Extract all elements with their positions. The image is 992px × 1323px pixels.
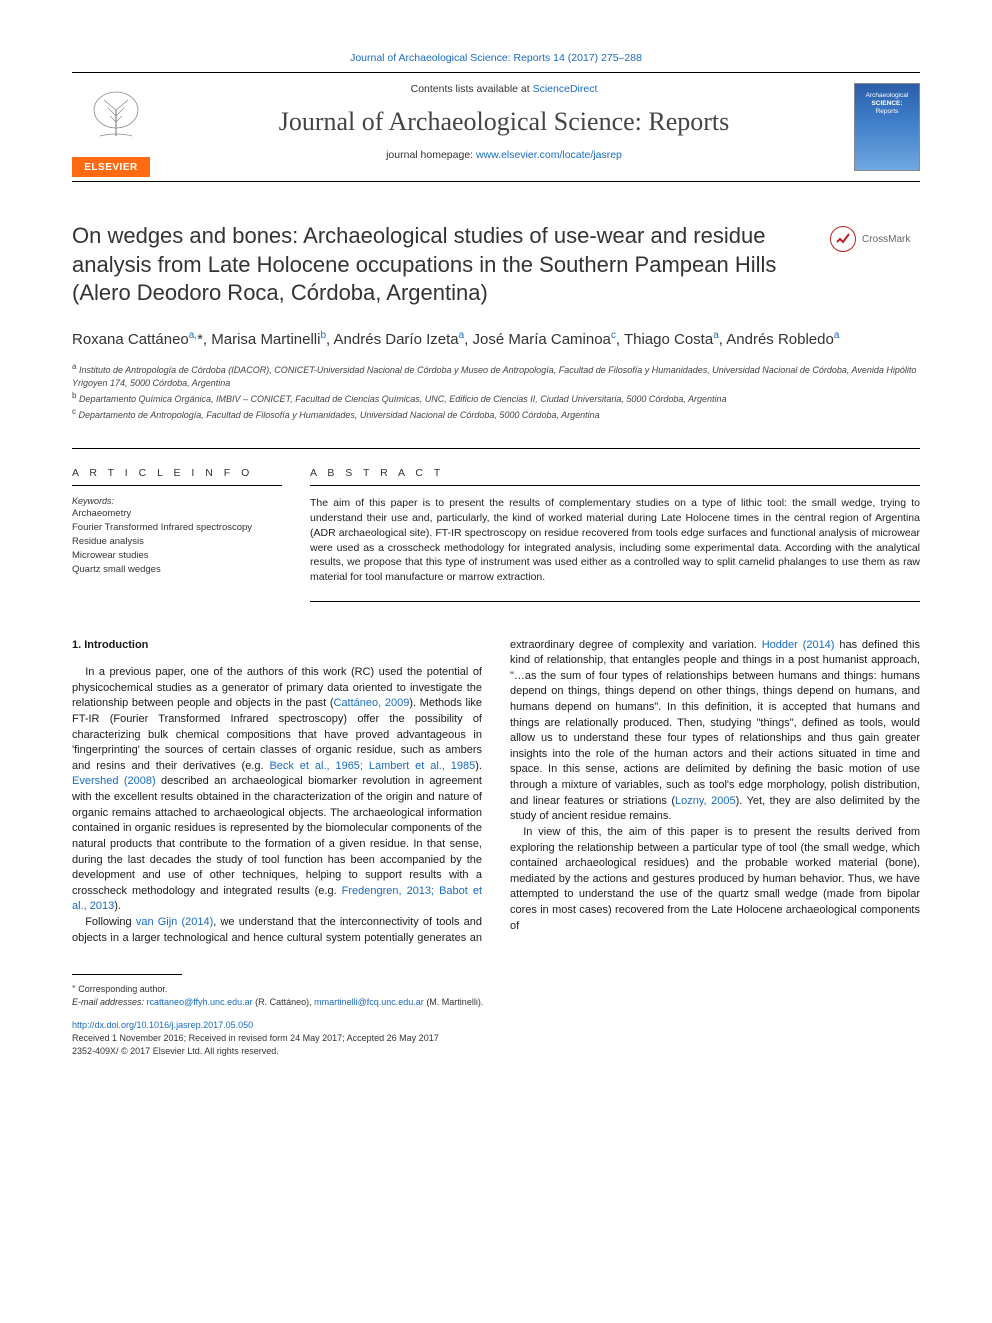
- article-info-column: A R T I C L E I N F O Keywords: Archaeom…: [72, 449, 282, 601]
- cover-line1: Archaeological: [855, 92, 919, 100]
- crossmark-label: CrossMark: [862, 234, 910, 245]
- ref-evershed-2008[interactable]: Evershed (2008): [72, 775, 156, 787]
- elsevier-logo: ELSEVIER: [72, 157, 150, 177]
- corresponding-author-line: ⁎ Corresponding author.: [72, 981, 920, 996]
- crossmark-icon: [830, 226, 856, 252]
- email-cattaneo[interactable]: rcattaneo@ffyh.unc.edu.ar: [147, 997, 253, 1007]
- journal-cover-thumbnail: Archaeological SCIENCE: Reports: [854, 83, 920, 171]
- p1-d: described an archaeological biomarker re…: [72, 775, 482, 896]
- citation-header: Journal of Archaeological Science: Repor…: [72, 52, 920, 64]
- received-line: Received 1 November 2016; Received in re…: [72, 1032, 920, 1045]
- p1-c: ).: [475, 760, 482, 772]
- elsevier-tree-icon: [72, 79, 160, 153]
- info-rule: [72, 485, 282, 486]
- abstract-bottom-rule: [310, 601, 920, 602]
- homepage-link[interactable]: www.elsevier.com/locate/jasrep: [476, 149, 622, 161]
- p2-c: has defined this kind of relationship, t…: [510, 639, 920, 807]
- info-abstract-row: A R T I C L E I N F O Keywords: Archaeom…: [72, 448, 920, 601]
- author-list: Roxana Cattáneoa,*, Marisa Martinellib, …: [72, 328, 920, 352]
- abstract-text: The aim of this paper is to present the …: [310, 496, 920, 584]
- doi-block: http://dx.doi.org/10.1016/j.jasrep.2017.…: [72, 1019, 920, 1058]
- p1-e: ).: [114, 900, 121, 912]
- masthead: ELSEVIER Contents lists available at Sci…: [72, 72, 920, 182]
- ref-hodder-2014[interactable]: Hodder (2014): [762, 639, 835, 651]
- email1-who: (R. Cattáneo),: [253, 997, 315, 1007]
- sciencedirect-link[interactable]: ScienceDirect: [533, 83, 598, 95]
- article-page: Journal of Archaeological Science: Repor…: [0, 0, 992, 1098]
- corresponding-author-block: ⁎ Corresponding author. E-mail addresses…: [72, 981, 920, 1009]
- section-1-heading: 1. Introduction: [72, 638, 482, 654]
- cover-line2: SCIENCE:: [855, 100, 919, 108]
- body-para-1: In a previous paper, one of the authors …: [72, 665, 482, 915]
- ref-vangijn-2014[interactable]: van Gijn (2014): [136, 916, 213, 928]
- article-info-heading: A R T I C L E I N F O: [72, 467, 282, 479]
- p2-a: Following: [85, 916, 136, 928]
- journal-name: Journal of Archaeological Science: Repor…: [166, 107, 842, 137]
- keywords-label: Keywords:: [72, 496, 282, 506]
- crossmark-badge[interactable]: CrossMark: [830, 226, 920, 252]
- doi-link[interactable]: http://dx.doi.org/10.1016/j.jasrep.2017.…: [72, 1020, 253, 1030]
- keywords-list: ArchaeometryFourier Transformed Infrared…: [72, 507, 282, 576]
- masthead-right: Archaeological SCIENCE: Reports: [842, 73, 920, 181]
- body-para-3: In view of this, the aim of this paper i…: [510, 825, 920, 934]
- abstract-heading: A B S T R A C T: [310, 467, 920, 479]
- issn-copyright-line: 2352-409X/ © 2017 Elsevier Ltd. All righ…: [72, 1045, 920, 1058]
- email-label: E-mail addresses:: [72, 997, 144, 1007]
- masthead-center: Contents lists available at ScienceDirec…: [166, 73, 842, 181]
- homepage-prefix: journal homepage:: [386, 149, 476, 161]
- masthead-left: ELSEVIER: [72, 73, 166, 181]
- email-line: E-mail addresses: rcattaneo@ffyh.unc.edu…: [72, 996, 920, 1009]
- sciencedirect-line: Contents lists available at ScienceDirec…: [166, 83, 842, 95]
- affiliations: a Instituto de Antropología de Córdoba (…: [72, 361, 920, 422]
- cover-line3: Reports: [855, 108, 919, 116]
- contents-prefix: Contents lists available at: [411, 83, 533, 95]
- corr-marker: ⁎: [72, 981, 76, 990]
- abstract-column: A B S T R A C T The aim of this paper is…: [310, 449, 920, 601]
- title-block: On wedges and bones: Archaeological stud…: [72, 222, 920, 308]
- corr-label: Corresponding author.: [78, 984, 167, 994]
- homepage-line: journal homepage: www.elsevier.com/locat…: [166, 149, 842, 161]
- ref-beck-lambert[interactable]: Beck et al., 1965; Lambert et al., 1985: [269, 760, 475, 772]
- ref-cattaneo-2009[interactable]: Cattáneo, 2009: [334, 697, 410, 709]
- body-columns: 1. Introduction In a previous paper, one…: [72, 638, 920, 947]
- article-title: On wedges and bones: Archaeological stud…: [72, 222, 830, 308]
- abstract-rule: [310, 485, 920, 486]
- ref-lozny-2005[interactable]: Lozny, 2005: [675, 795, 736, 807]
- email2-who: (M. Martinelli).: [424, 997, 484, 1007]
- email-martinelli[interactable]: mmartinelli@fcq.unc.edu.ar: [314, 997, 424, 1007]
- footnote-rule: [72, 974, 182, 975]
